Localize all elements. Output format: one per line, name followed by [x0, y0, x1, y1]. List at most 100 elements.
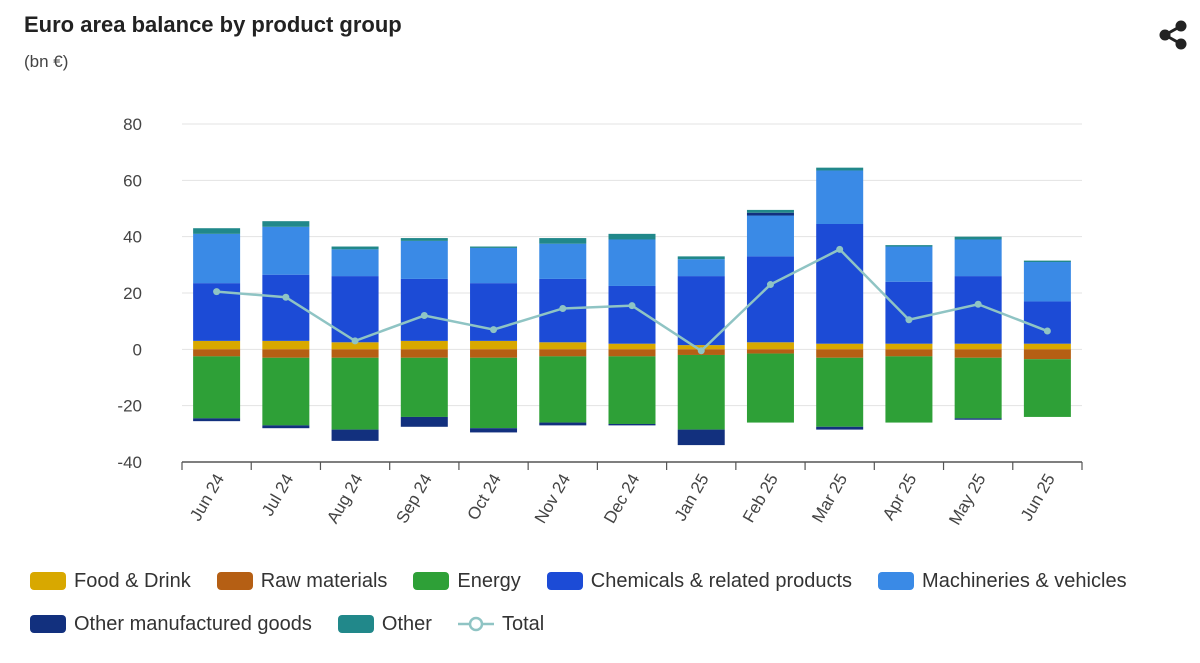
total-point[interactable] — [490, 326, 498, 334]
bar-segment-other[interactable] — [262, 221, 310, 227]
total-point[interactable] — [974, 300, 982, 308]
bar-segment-other[interactable] — [470, 246, 518, 248]
bar-segment-energy[interactable] — [954, 357, 1002, 419]
bar-segment-food[interactable] — [816, 343, 864, 350]
bar-segment-raw[interactable] — [746, 349, 794, 354]
legend-item-total[interactable]: Total — [457, 613, 544, 636]
bar-segment-other_manufactured[interactable] — [608, 423, 656, 426]
bar-segment-other[interactable] — [746, 209, 794, 213]
bar-segment-food[interactable] — [262, 340, 310, 350]
bar-segment-chemicals[interactable] — [677, 276, 725, 346]
bar-segment-food[interactable] — [677, 345, 725, 350]
bar-segment-energy[interactable] — [470, 357, 518, 429]
bar-segment-energy[interactable] — [816, 357, 864, 427]
bar-segment-raw[interactable] — [539, 349, 587, 357]
bar-segment-machinery[interactable] — [331, 249, 379, 277]
total-point[interactable] — [836, 245, 844, 253]
legend-item-energy[interactable]: Energy — [413, 570, 521, 593]
bar-segment-chemicals[interactable] — [885, 281, 933, 344]
bar-segment-machinery[interactable] — [470, 247, 518, 284]
share-icon[interactable] — [1156, 18, 1190, 52]
bar-segment-food[interactable] — [746, 342, 794, 350]
bar-segment-energy[interactable] — [746, 353, 794, 423]
bar-segment-other_manufactured[interactable] — [470, 428, 518, 433]
bar-segment-energy[interactable] — [885, 356, 933, 423]
bar-segment-machinery[interactable] — [193, 233, 241, 284]
total-point[interactable] — [697, 347, 705, 355]
total-point[interactable] — [420, 312, 428, 320]
bar-segment-other[interactable] — [677, 256, 725, 260]
bar-segment-food[interactable] — [608, 343, 656, 350]
bar-segment-food[interactable] — [331, 342, 379, 350]
bar-segment-food[interactable] — [539, 342, 587, 350]
bar-segment-raw[interactable] — [470, 349, 518, 358]
bar-segment-raw[interactable] — [816, 349, 864, 358]
bar-segment-raw[interactable] — [1023, 349, 1071, 360]
bar-segment-other_manufactured[interactable] — [954, 418, 1002, 420]
total-point[interactable] — [766, 281, 774, 289]
bar-segment-energy[interactable] — [1023, 359, 1071, 417]
bar-segment-food[interactable] — [1023, 343, 1071, 350]
total-point[interactable] — [282, 293, 290, 301]
bar-segment-chemicals[interactable] — [816, 223, 864, 344]
bar-segment-raw[interactable] — [954, 349, 1002, 358]
total-point[interactable] — [1043, 327, 1051, 335]
bar-segment-other[interactable] — [885, 245, 933, 247]
bar-segment-other_manufactured[interactable] — [400, 416, 448, 427]
total-point[interactable] — [905, 316, 913, 324]
bar-segment-other_manufactured[interactable] — [539, 422, 587, 426]
total-point[interactable] — [628, 302, 636, 310]
bar-segment-other_manufactured[interactable] — [331, 429, 379, 441]
bar-segment-raw[interactable] — [885, 349, 933, 357]
bar-segment-energy[interactable] — [400, 357, 448, 417]
bar-segment-chemicals[interactable] — [331, 276, 379, 343]
bar-segment-other[interactable] — [954, 236, 1002, 240]
legend-item-food[interactable]: Food & Drink — [30, 570, 191, 593]
bar-segment-energy[interactable] — [608, 356, 656, 424]
bar-segment-other[interactable] — [1023, 260, 1071, 263]
bar-segment-machinery[interactable] — [400, 240, 448, 279]
bar-segment-chemicals[interactable] — [608, 285, 656, 344]
bar-segment-raw[interactable] — [193, 349, 241, 357]
total-point[interactable] — [213, 288, 221, 296]
bar-segment-chemicals[interactable] — [1023, 301, 1071, 344]
total-point[interactable] — [351, 337, 359, 345]
legend-item-chemicals[interactable]: Chemicals & related products — [546, 570, 852, 593]
bar-segment-other[interactable] — [400, 238, 448, 241]
bar-segment-chemicals[interactable] — [400, 278, 448, 341]
bar-segment-raw[interactable] — [262, 349, 310, 358]
legend-item-machinery[interactable]: Machineries & vehicles — [878, 570, 1127, 593]
bar-segment-food[interactable] — [470, 340, 518, 350]
bar-segment-machinery[interactable] — [539, 243, 587, 279]
bar-segment-energy[interactable] — [262, 357, 310, 426]
bar-segment-other_manufactured[interactable] — [193, 418, 241, 422]
bar-segment-machinery[interactable] — [608, 239, 656, 286]
legend-item-other[interactable]: Other — [337, 613, 432, 636]
bar-segment-other[interactable] — [608, 233, 656, 240]
bar-segment-other_manufactured[interactable] — [677, 429, 725, 446]
bar-segment-food[interactable] — [193, 340, 241, 350]
legend-item-raw[interactable]: Raw materials — [216, 570, 387, 593]
bar-segment-other[interactable] — [331, 246, 379, 250]
bar-segment-raw[interactable] — [331, 349, 379, 358]
bar-segment-machinery[interactable] — [954, 239, 1002, 277]
bar-segment-other[interactable] — [539, 238, 587, 244]
bar-segment-food[interactable] — [400, 340, 448, 350]
bar-segment-energy[interactable] — [539, 356, 587, 423]
bar-segment-other_manufactured[interactable] — [262, 425, 310, 429]
bar-segment-energy[interactable] — [193, 356, 241, 419]
total-point[interactable] — [559, 304, 567, 312]
bar-segment-machinery[interactable] — [746, 215, 794, 257]
bar-segment-other[interactable] — [816, 167, 864, 171]
bar-segment-machinery[interactable] — [885, 246, 933, 282]
bar-segment-machinery[interactable] — [1023, 262, 1071, 302]
bar-segment-raw[interactable] — [400, 349, 448, 358]
bar-segment-energy[interactable] — [677, 354, 725, 430]
legend-item-other_manufactured[interactable]: Other manufactured goods — [30, 613, 312, 636]
bar-segment-other_manufactured[interactable] — [816, 426, 864, 430]
bar-segment-food[interactable] — [954, 343, 1002, 350]
bar-segment-other_manufactured[interactable] — [746, 212, 794, 216]
bar-segment-other[interactable] — [193, 228, 241, 234]
bar-segment-machinery[interactable] — [816, 170, 864, 224]
bar-segment-machinery[interactable] — [677, 259, 725, 277]
